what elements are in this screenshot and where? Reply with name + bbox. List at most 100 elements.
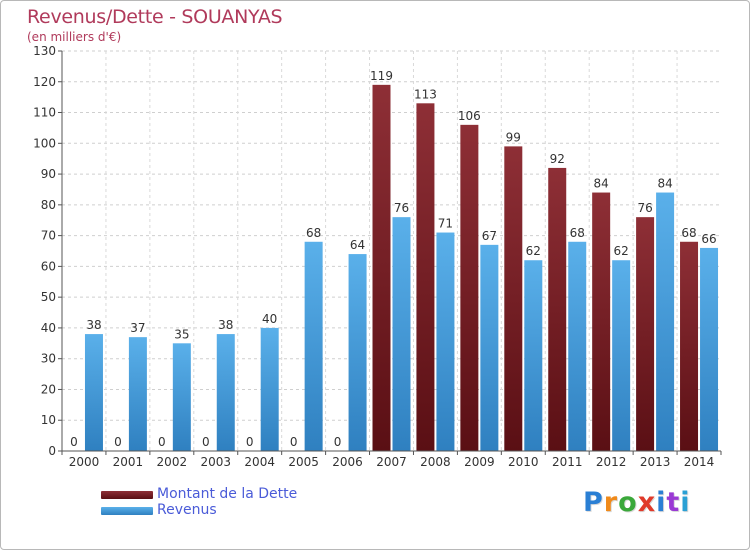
bar-revenus [128, 337, 147, 451]
legend-swatch-dette [101, 491, 153, 499]
data-label: 66 [701, 232, 716, 246]
bar-dette [416, 103, 435, 452]
data-label: 62 [526, 244, 541, 258]
bar-dette [504, 146, 523, 451]
legend-label-revenus: Revenus [157, 502, 217, 518]
logo-letter: x [637, 487, 657, 518]
data-label: 76 [637, 201, 652, 215]
data-label: 0 [246, 435, 254, 449]
bar-revenus [700, 247, 719, 451]
bar-dette [592, 192, 611, 452]
logo-letter: i [680, 487, 691, 518]
grid [62, 50, 721, 451]
bar-revenus [524, 260, 543, 451]
data-label: 84 [594, 177, 609, 191]
bar-revenus [348, 254, 367, 451]
data-label: 68 [570, 226, 585, 240]
bar-revenus [480, 244, 499, 451]
bar-dette [372, 84, 391, 451]
data-label: 35 [174, 327, 189, 341]
x-tick-label: 2008 [420, 455, 451, 469]
y-tick-label: 120 [33, 75, 56, 89]
logo-letter: i [656, 487, 667, 518]
y-tick-label: 20 [41, 382, 56, 396]
data-label: 68 [306, 226, 321, 240]
x-tick-label: 2010 [508, 455, 539, 469]
bar-revenus [216, 334, 235, 451]
chart-subtitle: (en milliers d'€) [27, 30, 122, 44]
y-tick-label: 100 [33, 136, 56, 150]
data-label: 119 [370, 69, 393, 83]
proxiti-logo: Proxiti [583, 487, 691, 518]
data-label: 113 [414, 87, 437, 101]
x-tick-label: 2004 [244, 455, 275, 469]
logo-letter: r [603, 487, 619, 518]
data-label: 0 [290, 435, 298, 449]
data-label: 64 [350, 238, 365, 252]
data-label: 0 [334, 435, 342, 449]
x-tick-label: 2003 [200, 455, 231, 469]
bar-revenus [304, 241, 323, 451]
data-label: 38 [86, 318, 101, 332]
data-label: 40 [262, 312, 277, 326]
bar-revenus [84, 334, 103, 451]
x-tick-label: 2005 [288, 455, 319, 469]
bar-revenus [612, 260, 631, 451]
data-label: 0 [70, 435, 78, 449]
data-label: 68 [681, 226, 696, 240]
y-tick-label: 130 [33, 44, 56, 58]
x-tick-label: 2006 [332, 455, 363, 469]
y-tick-label: 0 [48, 444, 56, 458]
bar-dette [680, 241, 699, 451]
legend-swatch-revenus [101, 507, 153, 515]
data-label: 38 [218, 318, 233, 332]
data-label: 84 [657, 177, 672, 191]
bar-revenus [392, 217, 411, 451]
y-tick-label: 110 [33, 106, 56, 120]
x-tick-label: 2000 [69, 455, 100, 469]
bar-dette [460, 124, 479, 451]
bar-revenus [172, 343, 191, 451]
bar-revenus [656, 192, 675, 452]
y-tick-label: 50 [41, 290, 56, 304]
bar-revenus [436, 232, 455, 451]
x-tick-label: 2013 [640, 455, 671, 469]
y-tick-label: 80 [41, 198, 56, 212]
data-label: 0 [202, 435, 210, 449]
y-tick-label: 70 [41, 229, 56, 243]
bars [84, 84, 719, 452]
x-tick-label: 2014 [684, 455, 715, 469]
bar-revenus [568, 241, 587, 451]
data-labels: 0 38 0 37 0 35 0 38 0 40 0 68 0 64 119 76 113 71 106 67 99 62… [70, 69, 717, 449]
y-tick-label: 10 [41, 413, 56, 427]
chart-title: Revenus/Dette - SOUANYAS [27, 6, 283, 28]
data-label: 62 [614, 244, 629, 258]
data-label: 67 [482, 229, 497, 243]
bar-dette [636, 217, 655, 451]
data-label: 0 [158, 435, 166, 449]
axes: 0 10 20 30 40 50 60 70 80 90 100 110 120 130 2000 2001 2… [33, 44, 722, 469]
bar-revenus [260, 327, 279, 451]
x-tick-label: 2001 [113, 455, 144, 469]
data-label: 37 [130, 321, 145, 335]
data-label: 71 [438, 217, 453, 231]
y-tick-label: 90 [41, 167, 56, 181]
y-tick-label: 60 [41, 259, 56, 273]
legend-label-dette: Montant de la Dette [157, 486, 298, 502]
logo-letter: P [583, 487, 604, 518]
x-tick-label: 2012 [596, 455, 627, 469]
x-tick-label: 2007 [376, 455, 407, 469]
y-tick-label: 30 [41, 352, 56, 366]
y-tick-label: 40 [41, 321, 56, 335]
bar-dette [548, 167, 567, 451]
data-label: 106 [458, 109, 481, 123]
logo-letter: o [618, 487, 638, 518]
data-label: 92 [550, 152, 565, 166]
x-tick-label: 2009 [464, 455, 495, 469]
x-tick-label: 2011 [552, 455, 583, 469]
data-label: 76 [394, 201, 409, 215]
logo-letter: t [666, 487, 681, 518]
data-label: 99 [506, 130, 521, 144]
